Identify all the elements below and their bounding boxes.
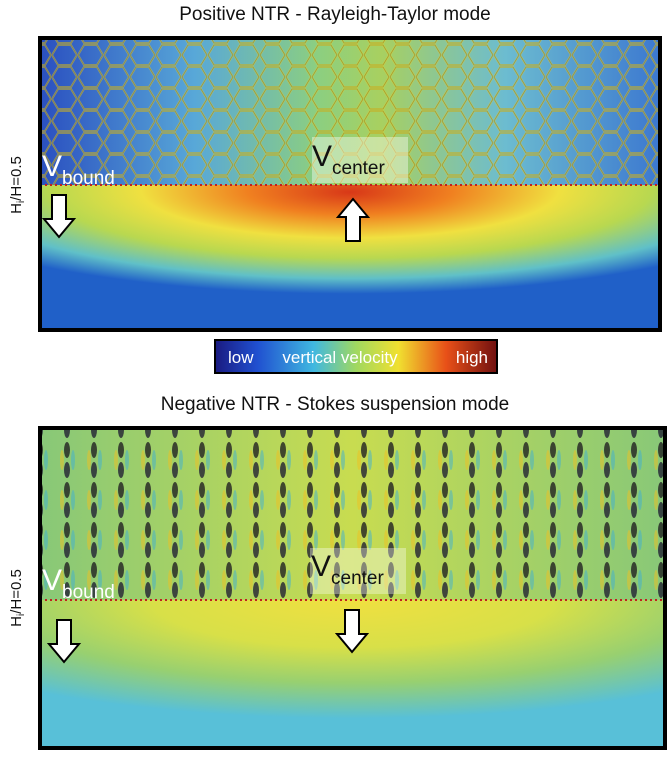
v-main: V xyxy=(311,550,331,583)
v-main: V xyxy=(42,564,62,597)
figure: Positive NTR - Rayleigh-Taylor mode Hi/H… xyxy=(0,0,667,772)
v-sub: center xyxy=(331,568,384,589)
v-main: V xyxy=(42,150,62,183)
v-sub: bound xyxy=(62,582,115,603)
colorbar-label: vertical velocity xyxy=(282,348,398,367)
panel-title: Negative NTR - Stokes suspension mode xyxy=(161,394,510,415)
level-rest: /H=0.5 xyxy=(8,569,25,614)
colorbar-high: high xyxy=(456,348,488,367)
colorbar-low: low xyxy=(228,348,254,367)
level-label: Hi/H=0.5 xyxy=(8,156,27,214)
v-main: V xyxy=(312,140,332,173)
level-main: H xyxy=(8,616,25,627)
level-main: H xyxy=(8,203,25,214)
v-sub: bound xyxy=(62,168,115,189)
panel-title: Positive NTR - Rayleigh-Taylor mode xyxy=(179,4,491,25)
level-rest: /H=0.5 xyxy=(8,156,25,201)
level-label: Hi/H=0.5 xyxy=(8,569,27,627)
v-sub: center xyxy=(332,158,385,179)
